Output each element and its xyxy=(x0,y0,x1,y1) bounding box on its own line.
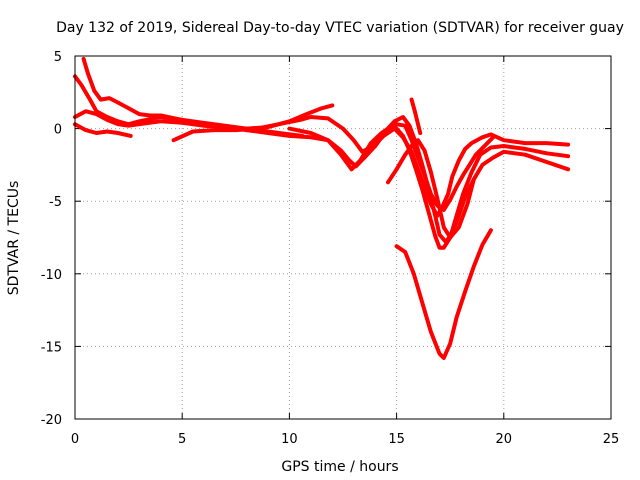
y-tick-label: -15 xyxy=(41,340,62,355)
x-axis-label: GPS time / hours xyxy=(281,459,398,475)
x-tick-label: 25 xyxy=(603,432,620,447)
x-tick-label: 15 xyxy=(388,432,405,447)
y-axis-label: SDTVAR / TECUs xyxy=(6,181,22,296)
y-tick-label: 0 xyxy=(54,123,62,138)
y-tick-label: -20 xyxy=(41,413,62,428)
series-line-track-3 xyxy=(73,109,305,138)
series-line-track-6 xyxy=(287,123,571,250)
chart-title: Day 132 of 2019, Sidereal Day-to-day VTE… xyxy=(56,20,624,36)
series-line-track-7 xyxy=(373,115,571,244)
y-tick-label: 5 xyxy=(54,50,62,65)
series-line-track-4 xyxy=(73,122,133,138)
series-line-track-8 xyxy=(362,122,496,212)
x-tick-label: 5 xyxy=(178,432,186,447)
x-tick-label: 10 xyxy=(281,432,298,447)
plot-frame xyxy=(74,55,612,420)
series-line-track-9 xyxy=(386,138,476,240)
x-tick-label: 0 xyxy=(71,432,79,447)
y-tick-label: -10 xyxy=(41,268,62,283)
series-layer xyxy=(73,56,571,360)
x-tick-label: 20 xyxy=(496,432,513,447)
y-tick-label: -5 xyxy=(49,195,62,210)
series-line-track-11 xyxy=(394,228,493,360)
series-line-track-10 xyxy=(409,97,423,135)
